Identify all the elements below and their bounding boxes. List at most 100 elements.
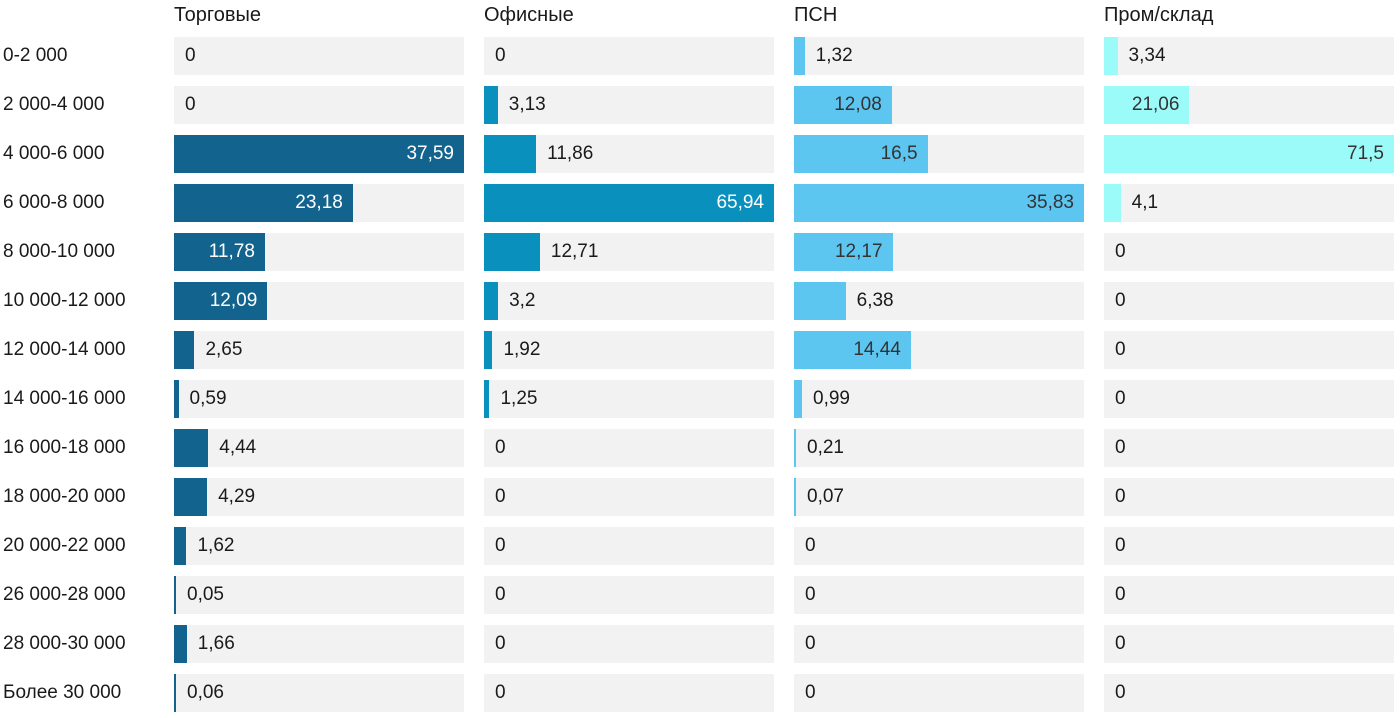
bar-value-label: 0 bbox=[805, 633, 816, 654]
chart-row: 10 000-12 000 12,09 3,2 6,38 0 bbox=[0, 282, 1400, 320]
chart-row: 6 000-8 000 23,18 65,94 35,83 4,1 bbox=[0, 184, 1400, 222]
bar-value-label: 12,71 bbox=[550, 241, 599, 262]
row-label: 28 000-30 000 bbox=[3, 633, 126, 654]
bar-value-label: 0 bbox=[1115, 486, 1126, 507]
bar-cell: 0 bbox=[1104, 527, 1394, 565]
bar bbox=[174, 380, 179, 418]
row-label: 4 000-6 000 bbox=[3, 143, 105, 164]
chart-row: 0-2 000 0 0 1,32 3,34 bbox=[0, 37, 1400, 75]
bar-value-label: 0 bbox=[1115, 241, 1126, 262]
bar-value-label: 3,34 bbox=[1128, 45, 1166, 66]
bar-cell: 3,34 bbox=[1104, 37, 1394, 75]
bar bbox=[174, 674, 176, 712]
bar-cell: 12,08 bbox=[794, 86, 1084, 124]
bar-value-label: 1,32 bbox=[815, 45, 853, 66]
bar-cell: 1,62 bbox=[174, 527, 464, 565]
bar bbox=[484, 86, 498, 124]
bar bbox=[484, 233, 540, 271]
bar bbox=[794, 233, 893, 271]
bar-value-label: 3,13 bbox=[508, 94, 546, 115]
bar bbox=[174, 135, 464, 173]
bar-value-label: 37,59 bbox=[406, 143, 454, 164]
bar-cell: 0 bbox=[484, 429, 774, 467]
row-label: 18 000-20 000 bbox=[3, 486, 126, 507]
bar bbox=[174, 478, 208, 516]
bar-cell: 0 bbox=[484, 625, 774, 663]
bar-cell: 0 bbox=[174, 86, 464, 124]
chart-row: 8 000-10 000 11,78 12,71 12,17 0 bbox=[0, 233, 1400, 271]
bar-value-label: 1,62 bbox=[197, 535, 235, 556]
bar-value-label: 1,25 bbox=[500, 388, 538, 409]
column-header-ofisnye: Офисные bbox=[484, 4, 574, 26]
bar-value-label: 4,1 bbox=[1131, 192, 1159, 213]
bar-cell: 0 bbox=[1104, 233, 1394, 271]
bar-value-label: 2,65 bbox=[205, 339, 243, 360]
bar-cell: 37,59 bbox=[174, 135, 464, 173]
bar-value-label: 0 bbox=[185, 45, 196, 66]
bar-value-label: 4,29 bbox=[218, 486, 256, 507]
row-label: 26 000-28 000 bbox=[3, 584, 126, 605]
bar-cell: 4,1 bbox=[1104, 184, 1394, 222]
bar-value-label: 0,07 bbox=[807, 486, 844, 507]
bar bbox=[794, 86, 892, 124]
bar-cell: 11,78 bbox=[174, 233, 464, 271]
bar-cell: 3,2 bbox=[484, 282, 774, 320]
row-label: 6 000-8 000 bbox=[3, 192, 105, 213]
bar-value-label: 0 bbox=[805, 682, 816, 703]
bar bbox=[174, 625, 187, 663]
bar-cell: 3,13 bbox=[484, 86, 774, 124]
bar-cell: 0 bbox=[794, 576, 1084, 614]
bar-cell: 1,66 bbox=[174, 625, 464, 663]
bar-value-label: 0 bbox=[805, 584, 816, 605]
bar-value-label: 0 bbox=[185, 94, 196, 115]
bar-value-label: 0,05 bbox=[187, 584, 224, 605]
bar-cell: 21,06 bbox=[1104, 86, 1394, 124]
bar-cell: 0,06 bbox=[174, 674, 464, 712]
bar-cell: 4,44 bbox=[174, 429, 464, 467]
bar-cell: 0 bbox=[1104, 282, 1394, 320]
bar-value-label: 0 bbox=[495, 437, 506, 458]
chart-row: 4 000-6 000 37,59 11,86 16,5 71,5 bbox=[0, 135, 1400, 173]
column-header-prom-sklad: Пром/склад bbox=[1104, 4, 1214, 26]
bar bbox=[794, 282, 846, 320]
bar bbox=[794, 331, 911, 369]
bar-value-label: 11,78 bbox=[208, 241, 255, 262]
bar-cell: 0 bbox=[794, 527, 1084, 565]
bar-cell: 11,86 bbox=[484, 135, 774, 173]
chart-row: 12 000-14 000 2,65 1,92 14,44 0 bbox=[0, 331, 1400, 369]
bar-cell: 12,71 bbox=[484, 233, 774, 271]
chart-row: 28 000-30 000 1,66 0 0 0 bbox=[0, 625, 1400, 663]
bar-value-label: 0 bbox=[1115, 682, 1126, 703]
bar bbox=[484, 380, 490, 418]
bar-cell: 1,32 bbox=[794, 37, 1084, 75]
bar bbox=[794, 429, 796, 467]
bar bbox=[484, 331, 493, 369]
bar-cell: 0 bbox=[1104, 625, 1394, 663]
row-label: 20 000-22 000 bbox=[3, 535, 126, 556]
bar-value-label: 3,2 bbox=[509, 290, 536, 311]
bar-value-label: 0 bbox=[495, 584, 506, 605]
bar-value-label: 11,86 bbox=[547, 143, 594, 164]
bar bbox=[174, 331, 195, 369]
bar-cell: 0,07 bbox=[794, 478, 1084, 516]
bar-cell: 1,92 bbox=[484, 331, 774, 369]
bar-cell: 0 bbox=[174, 37, 464, 75]
chart-rows: 0-2 000 0 0 1,32 3,34 2 000-4 000 0 3,13 12,08 21… bbox=[0, 37, 1400, 712]
bar bbox=[484, 184, 774, 222]
bar-cell: 12,09 bbox=[174, 282, 464, 320]
bar-cell: 0 bbox=[794, 674, 1084, 712]
bar-cell: 0 bbox=[1104, 380, 1394, 418]
bar-value-label: 12,17 bbox=[834, 241, 883, 262]
bar-cell: 0,59 bbox=[174, 380, 464, 418]
bar-cell: 6,38 bbox=[794, 282, 1084, 320]
bar-value-label: 6,38 bbox=[856, 290, 894, 311]
bar-cell: 0 bbox=[484, 576, 774, 614]
bar-value-label: 12,08 bbox=[834, 94, 882, 115]
row-label: 10 000-12 000 bbox=[3, 290, 126, 311]
bar-cell: 1,25 bbox=[484, 380, 774, 418]
bar bbox=[1104, 135, 1394, 173]
bar-value-label: 23,18 bbox=[295, 192, 343, 213]
bar bbox=[484, 135, 537, 173]
bar-value-label: 4,44 bbox=[219, 437, 257, 458]
